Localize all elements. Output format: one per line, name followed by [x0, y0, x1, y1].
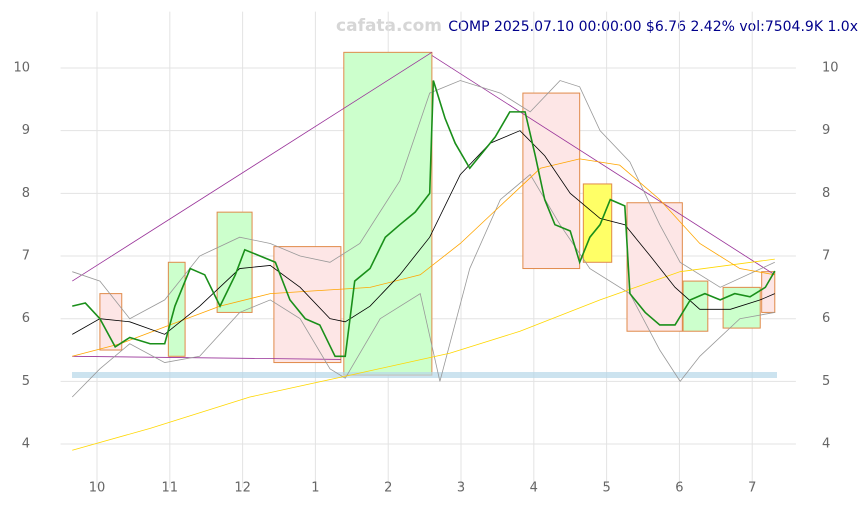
- trend-line: [431, 55, 776, 276]
- y-tick-label: 5: [22, 374, 30, 389]
- x-tick-label: 12: [234, 481, 251, 496]
- box-layer: [99, 51, 776, 376]
- watermark: cafata.com: [336, 16, 442, 36]
- x-tick-label: 2: [384, 481, 392, 496]
- x-tick-label: 11: [162, 481, 179, 496]
- range-box: [722, 286, 761, 329]
- series-line: [71, 173, 775, 398]
- y-tick-label-right: 8: [822, 186, 830, 201]
- range-box: [167, 261, 186, 357]
- y-tick-label: 10: [13, 61, 30, 76]
- range-box: [99, 293, 123, 351]
- x-tick-label: 10: [89, 481, 106, 496]
- y-tick-label-right: 5: [822, 374, 830, 389]
- y-tick-label: 6: [22, 311, 30, 326]
- y-tick-label-right: 10: [822, 61, 839, 76]
- y-tick-label-right: 6: [822, 311, 830, 326]
- line-layer: [71, 51, 776, 451]
- series-line: [72, 158, 775, 357]
- volume-strip: [72, 372, 777, 378]
- y-tick-label-right: 4: [822, 437, 830, 452]
- x-tick-label: 1: [311, 481, 319, 496]
- series-line: [72, 130, 775, 335]
- series-line: [72, 258, 775, 451]
- range-box: [626, 202, 683, 332]
- x-tick-label: 5: [602, 481, 610, 496]
- x-tick-label: 3: [457, 481, 465, 496]
- trend-line: [72, 355, 341, 360]
- y-tick-label: 8: [22, 186, 30, 201]
- y-tick-label-right: 9: [822, 123, 830, 138]
- range-box: [582, 183, 613, 263]
- range-box: [273, 246, 342, 364]
- y-tick-label: 9: [22, 123, 30, 138]
- chart-title: COMP 2025.07.10 00:00:00 $6.76 2.42% vol…: [448, 19, 858, 35]
- x-tick-label: 4: [530, 481, 538, 496]
- y-tick-label: 4: [22, 437, 30, 452]
- series-line: [72, 80, 776, 358]
- range-box: [343, 51, 433, 376]
- range-box: [216, 211, 253, 313]
- y-tick-label-right: 7: [822, 249, 830, 264]
- x-tick-label: 7: [748, 481, 756, 496]
- y-tick-label: 7: [22, 249, 30, 264]
- range-box: [761, 271, 776, 313]
- trend-line: [72, 51, 433, 282]
- x-tick-label: 6: [675, 481, 683, 496]
